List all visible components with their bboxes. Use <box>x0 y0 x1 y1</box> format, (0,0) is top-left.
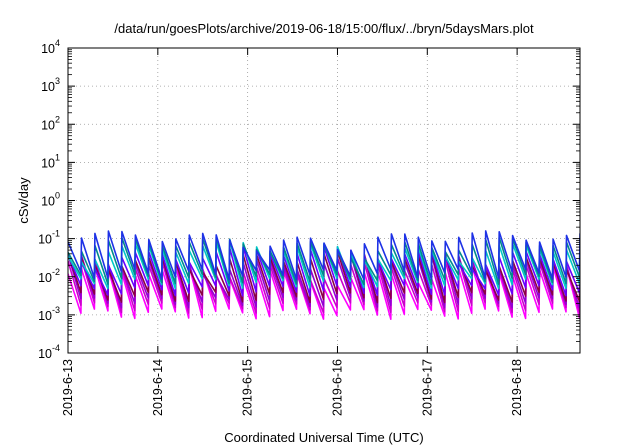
series-line <box>68 250 580 304</box>
y-tick-label: 10-1 <box>38 229 60 247</box>
series-layer <box>68 230 580 320</box>
x-tick-label: 2019-6-14 <box>151 359 165 416</box>
series-line <box>68 246 580 297</box>
y-tick-label: 103 <box>41 76 60 94</box>
series-line <box>68 230 580 281</box>
y-tick-label: 102 <box>41 114 60 132</box>
series-line <box>68 265 580 320</box>
chart-title: /data/run/goesPlots/archive/2019-06-18/1… <box>114 21 534 36</box>
x-tick-label: 2019-6-13 <box>61 359 75 416</box>
y-tick-label: 100 <box>41 191 60 209</box>
x-tick-label: 2019-6-18 <box>510 359 524 416</box>
x-axis-label: Coordinated Universal Time (UTC) <box>224 430 423 445</box>
x-tick-label: 2019-6-15 <box>241 359 255 416</box>
y-axis-label: cSv/day <box>16 177 31 224</box>
y-tick-label: 101 <box>41 152 60 170</box>
y-tick-label: 10-2 <box>38 267 60 285</box>
y-tick-label: 10-4 <box>38 343 60 361</box>
series-line <box>68 236 580 286</box>
y-tick-label: 10-3 <box>38 305 60 323</box>
ticks: 10-4 10-3 10-2 10-1 100 101 102 103 104 2019-6-13… <box>38 38 580 416</box>
x-tick-label: 2019-6-16 <box>330 359 344 416</box>
y-tick-label: 104 <box>41 38 60 56</box>
x-tick-label: 2019-6-17 <box>420 359 434 416</box>
